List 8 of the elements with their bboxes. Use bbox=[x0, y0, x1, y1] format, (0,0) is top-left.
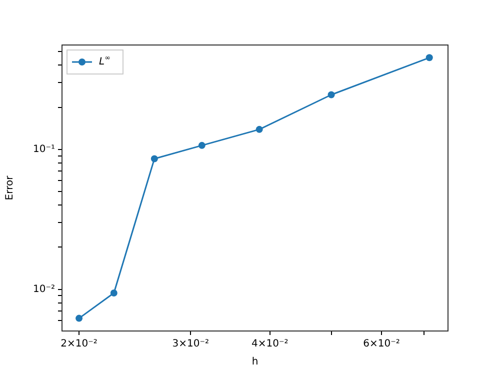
x-tick-label: 2×10⁻² bbox=[60, 338, 98, 350]
y-axis-title: Error bbox=[4, 174, 16, 200]
y-tick-label: 10⁻¹ bbox=[32, 144, 55, 156]
x-tick-label: 4×10⁻² bbox=[251, 338, 288, 350]
x-axis-title: h bbox=[252, 356, 258, 368]
x-tick-label: 3×10⁻² bbox=[172, 338, 210, 350]
y-tick-label: 10⁻² bbox=[32, 284, 55, 295]
x-tick-label: 6×10⁻² bbox=[363, 338, 400, 350]
